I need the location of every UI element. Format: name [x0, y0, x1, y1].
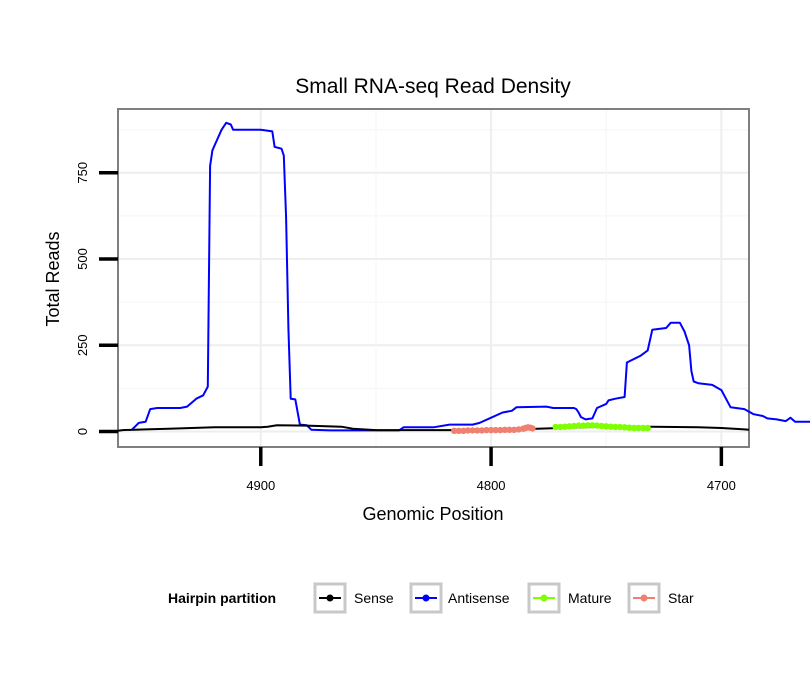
data-point-star	[492, 426, 499, 434]
data-point-star	[510, 426, 518, 433]
data-point-mature	[593, 422, 601, 429]
legend-key-dot	[540, 594, 548, 602]
data-point-mature	[607, 423, 614, 430]
y-tick-label: 750	[75, 162, 90, 184]
legend-label-sense: Sense	[354, 590, 394, 606]
data-point-mature	[580, 422, 587, 429]
data-point-mature	[635, 424, 642, 432]
y-axis: 0 250 500 750	[75, 162, 118, 435]
data-point-mature	[639, 424, 647, 432]
legend-key-dot	[422, 594, 430, 602]
legend-key-dot	[326, 594, 334, 602]
data-point-star	[501, 426, 509, 433]
plot-border	[117, 108, 750, 448]
data-point-mature	[552, 423, 559, 431]
legend-items: Sense Antisense Mature Star	[313, 582, 694, 614]
legend-item-mature: Mature	[527, 582, 612, 614]
legend-label-mature: Mature	[568, 590, 612, 606]
data-point-mature	[630, 424, 638, 432]
data-point-mature	[561, 423, 568, 430]
data-point-mature	[584, 422, 591, 429]
data-point-mature	[557, 423, 564, 431]
series-line-antisense	[131, 121, 810, 432]
data-point-star	[455, 427, 462, 434]
y-tick-label: 500	[75, 248, 90, 270]
data-point-mature	[603, 423, 610, 430]
series-line-sense	[117, 424, 750, 432]
grid-lines	[118, 109, 749, 447]
data-point-mature	[644, 424, 651, 432]
data-point-star	[460, 427, 467, 434]
data-point-star	[469, 427, 476, 434]
y-axis-title: Total Reads	[43, 231, 63, 326]
y-tick-label: 0	[75, 428, 90, 435]
series-layer	[117, 121, 810, 434]
x-tick-label: 4700	[707, 478, 736, 493]
data-point-star	[483, 426, 490, 434]
chart-title: Small RNA-seq Read Density	[295, 75, 571, 98]
data-point-star	[487, 426, 495, 434]
data-point-mature	[598, 422, 605, 430]
data-point-mature	[621, 424, 628, 431]
legend-key-dot	[640, 594, 648, 602]
y-tick-label: 250	[75, 334, 90, 356]
legend-title: Hairpin partition	[168, 590, 276, 606]
data-point-mature	[575, 422, 582, 429]
data-point-mature	[566, 423, 573, 430]
x-axis: 4900 4800 4700	[246, 447, 736, 493]
x-tick-label: 4900	[246, 478, 275, 493]
data-point-mature	[589, 422, 596, 429]
x-tick-label: 4800	[477, 478, 506, 493]
legend-item-antisense: Antisense	[409, 582, 510, 614]
data-point-mature	[616, 423, 624, 431]
legend-label-antisense: Antisense	[448, 590, 510, 606]
data-point-star	[529, 425, 536, 432]
data-point-star	[478, 427, 486, 434]
legend: Hairpin partition Sense Antisense Mature St…	[168, 582, 694, 614]
plot-panel	[118, 109, 749, 447]
x-axis-title: Genomic Position	[362, 504, 503, 524]
legend-item-star: Star	[627, 582, 694, 614]
legend-label-star: Star	[668, 590, 694, 606]
legend-item-sense: Sense	[313, 582, 394, 614]
data-point-star	[464, 427, 472, 434]
data-point-mature	[626, 424, 633, 431]
data-point-star	[506, 426, 513, 433]
data-point-star	[497, 426, 504, 434]
data-point-mature	[612, 423, 619, 431]
data-point-star	[474, 427, 481, 434]
data-point-mature	[570, 422, 578, 430]
data-point-star	[451, 427, 458, 434]
